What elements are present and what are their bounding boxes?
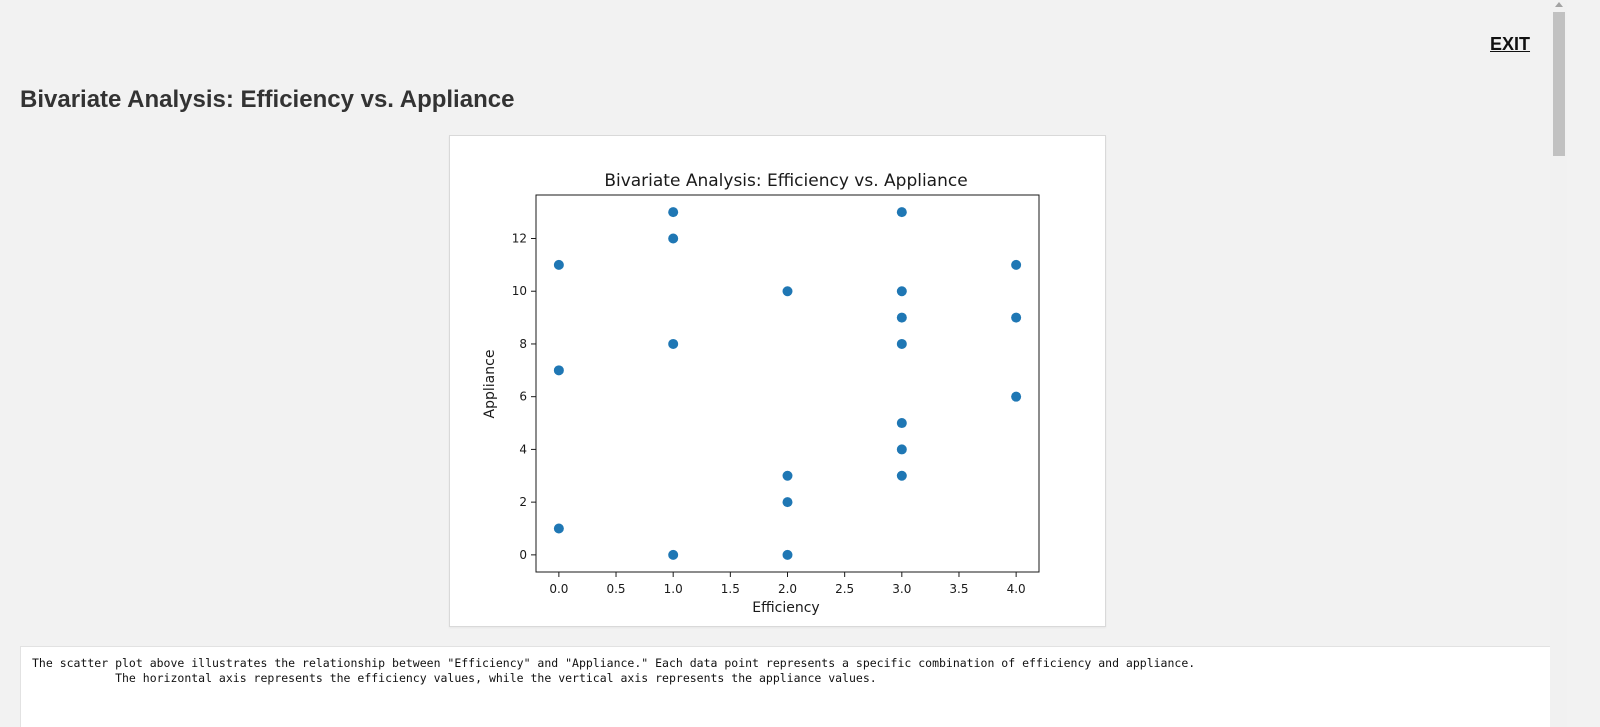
exit-link[interactable]: EXIT xyxy=(1490,34,1531,54)
y-tick-label: 0 xyxy=(519,548,527,562)
scatter-point xyxy=(896,338,907,349)
scatter-point xyxy=(668,549,679,560)
scatter-point xyxy=(896,312,907,323)
scatter-point xyxy=(668,338,679,349)
chart-title: Bivariate Analysis: Efficiency vs. Appli… xyxy=(604,171,967,191)
y-tick-label: 10 xyxy=(512,284,527,298)
y-axis: 0 2 4 6 8 10 12 xyxy=(512,232,536,562)
description-line-1: The scatter plot above illustrates the r… xyxy=(32,656,1196,670)
x-tick-label: 3.5 xyxy=(949,582,968,596)
scatter-point xyxy=(782,286,793,297)
y-axis-label: Appliance xyxy=(482,350,498,419)
right-gutter xyxy=(1567,0,1600,727)
scatter-point xyxy=(896,207,907,218)
description-box: The scatter plot above illustrates the r… xyxy=(20,646,1552,727)
scrollbar-track[interactable] xyxy=(1550,0,1567,727)
y-tick-label: 8 xyxy=(519,337,527,351)
scatter-point xyxy=(1011,259,1022,270)
chart-card: Bivariate Analysis: Efficiency vs. Appli… xyxy=(449,135,1106,627)
x-tick-label: 2.5 xyxy=(835,582,854,596)
scatter-points xyxy=(553,207,1022,560)
scatter-point xyxy=(553,365,564,376)
scrollbar-thumb[interactable] xyxy=(1553,12,1565,156)
scatter-point xyxy=(1011,312,1022,323)
scatter-point xyxy=(553,523,564,534)
page-title: Bivariate Analysis: Efficiency vs. Appli… xyxy=(20,86,515,113)
scatter-point xyxy=(782,497,793,508)
x-tick-label: 3.0 xyxy=(892,582,911,596)
y-tick-label: 4 xyxy=(519,442,527,456)
scatter-point xyxy=(896,286,907,297)
scatter-point xyxy=(782,549,793,560)
scatter-point xyxy=(553,259,564,270)
x-axis: 0.0 0.5 1.0 1.5 2.0 2.5 3.0 3.5 4.0 xyxy=(549,572,1026,596)
scroll-up-arrow-icon[interactable] xyxy=(1555,2,1563,7)
scatter-point xyxy=(668,233,679,244)
x-tick-label: 1.5 xyxy=(721,582,740,596)
scatter-point xyxy=(782,470,793,481)
x-tick-label: 1.0 xyxy=(664,582,683,596)
scatter-point xyxy=(668,207,679,218)
x-tick-label: 0.0 xyxy=(549,582,568,596)
x-tick-label: 0.5 xyxy=(606,582,625,596)
y-tick-label: 2 xyxy=(519,495,527,509)
y-tick-label: 6 xyxy=(519,390,527,404)
y-tick-label: 12 xyxy=(512,232,527,246)
description-line-2: The horizontal axis represents the effic… xyxy=(32,671,877,685)
x-tick-label: 2.0 xyxy=(778,582,797,596)
scatter-point xyxy=(896,444,907,455)
x-axis-label: Efficiency xyxy=(752,600,819,616)
scatter-point xyxy=(896,470,907,481)
plot-frame xyxy=(535,194,1040,573)
scatter-point xyxy=(896,418,907,429)
scatter-point xyxy=(1011,391,1022,402)
scatter-chart: Bivariate Analysis: Efficiency vs. Appli… xyxy=(482,171,1040,616)
x-tick-label: 4.0 xyxy=(1007,582,1026,596)
